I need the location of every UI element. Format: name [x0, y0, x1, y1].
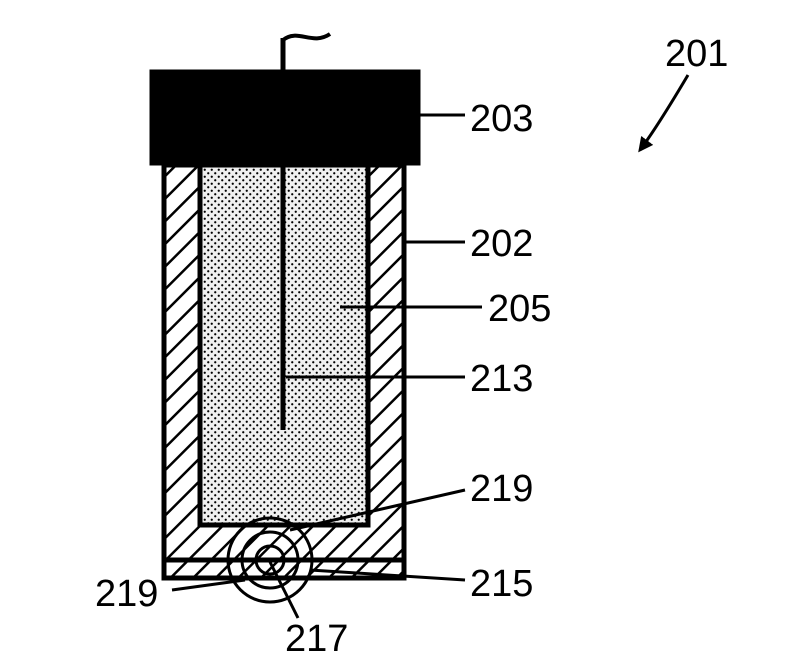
label-215: 215 [470, 565, 533, 603]
label-217: 217 [285, 620, 348, 658]
label-205: 205 [488, 290, 551, 328]
label-219: 219 [470, 470, 533, 508]
diagram-svg [0, 0, 800, 665]
label-219: 219 [95, 575, 158, 613]
label-202: 202 [470, 225, 533, 263]
label-213: 213 [470, 360, 533, 398]
label-203: 203 [470, 100, 533, 138]
label-201: 201 [665, 35, 728, 73]
diagram-stage: 201 203 202 205 213 219 215 217 219 [0, 0, 800, 665]
